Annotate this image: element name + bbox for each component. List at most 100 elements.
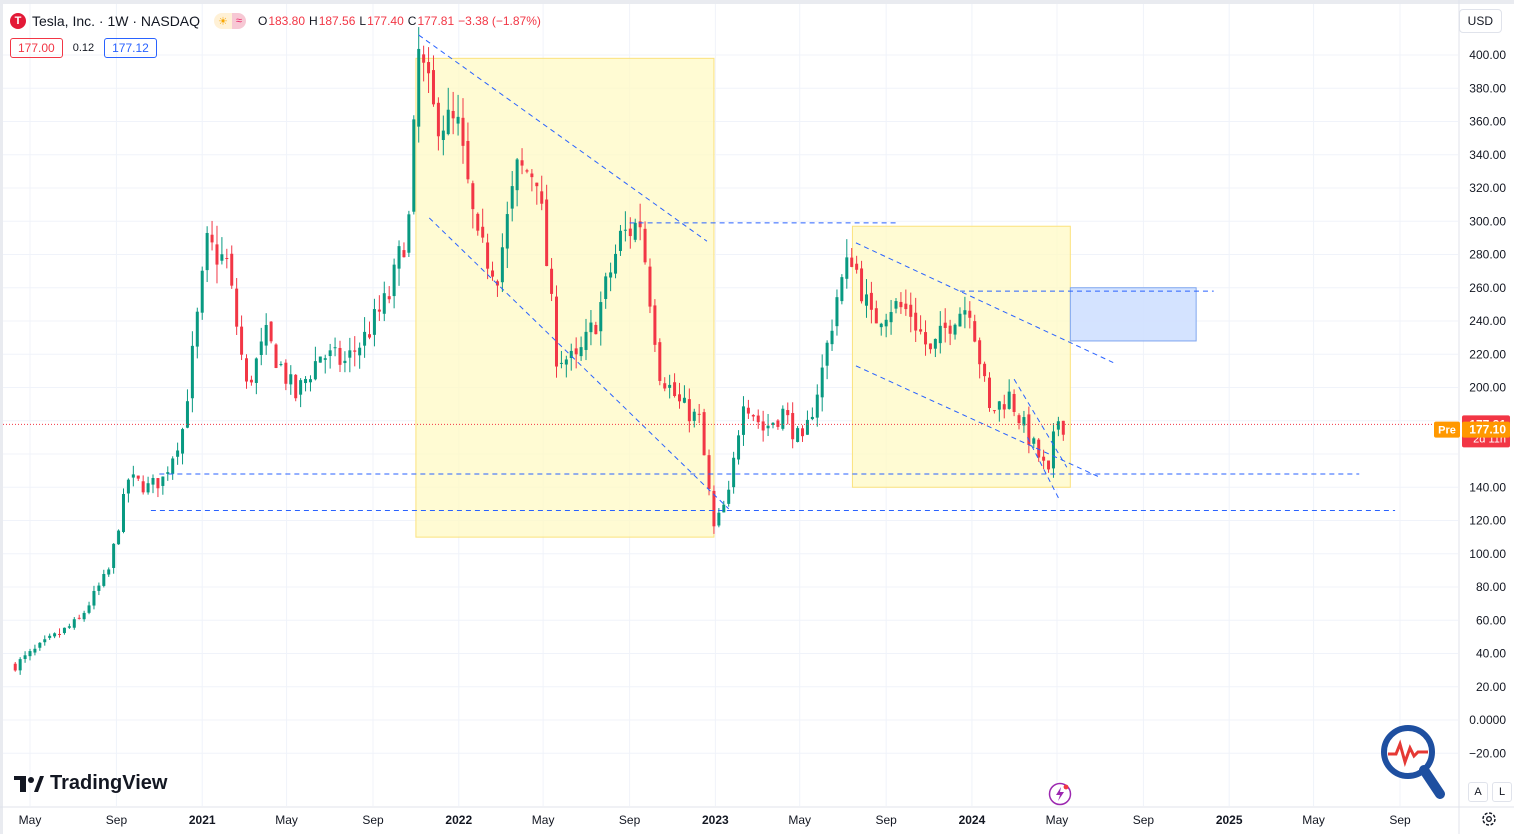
- candle-body: [707, 455, 711, 489]
- price-axis-tick: 320.00: [1469, 181, 1506, 195]
- candle-body: [407, 214, 411, 253]
- candle-body: [540, 191, 544, 204]
- wave-icon[interactable]: ≈: [231, 13, 246, 29]
- candle-body: [259, 341, 263, 355]
- candle-body: [176, 450, 180, 457]
- candle-body: [18, 659, 22, 671]
- candle-body: [869, 292, 873, 310]
- quote-row: 177.00 0.12 177.12: [10, 38, 157, 58]
- candle-body: [328, 350, 332, 357]
- settings-gear-icon[interactable]: [1480, 810, 1498, 828]
- candle-body: [230, 253, 234, 286]
- candle-body: [864, 294, 868, 306]
- buy-button[interactable]: 177.12: [104, 38, 157, 58]
- candle-body: [87, 605, 91, 613]
- candle-body: [294, 374, 298, 399]
- candle-body: [727, 489, 731, 504]
- price-axis-tick: 120.00: [1469, 514, 1506, 528]
- candle-body: [604, 276, 608, 300]
- candle-body: [933, 338, 937, 349]
- candle-body: [308, 379, 312, 383]
- sell-button[interactable]: 177.00: [10, 38, 63, 58]
- candle-body: [879, 323, 883, 328]
- candle-body: [72, 619, 76, 628]
- candle-body: [166, 472, 170, 474]
- candle-body: [436, 102, 440, 137]
- candle-body: [855, 263, 859, 270]
- candle-body: [82, 612, 86, 620]
- price-axis-tick: 220.00: [1469, 347, 1506, 361]
- lightning-icon[interactable]: [1048, 782, 1072, 806]
- trendline-dashed: [428, 217, 730, 510]
- candle-body: [569, 350, 573, 359]
- candle-body: [33, 648, 37, 653]
- candle-body: [559, 362, 563, 364]
- candle-body: [796, 428, 800, 442]
- tradingview-logo[interactable]: TradingView: [14, 772, 167, 795]
- log-scale-button[interactable]: L: [1492, 782, 1512, 802]
- candle-body: [973, 321, 977, 342]
- candle-body: [195, 311, 199, 347]
- candle-body: [117, 530, 121, 545]
- candle-body: [1017, 415, 1021, 424]
- spread-value: 0.12: [72, 42, 95, 54]
- tradingview-mark-icon: [14, 775, 44, 792]
- candle-body: [495, 281, 499, 286]
- candle-body: [377, 309, 381, 312]
- candle-body: [673, 382, 677, 396]
- candle-body: [121, 494, 125, 532]
- auto-scale-button[interactable]: A: [1468, 782, 1488, 802]
- candle-body: [13, 663, 17, 671]
- candle-body: [102, 574, 106, 586]
- candle-body: [928, 343, 932, 350]
- candle-body: [1007, 391, 1011, 409]
- candle-body: [299, 380, 303, 395]
- candle-body: [368, 334, 372, 338]
- currency-select[interactable]: USD: [1458, 9, 1502, 33]
- candle-body: [1047, 460, 1051, 470]
- candle-body: [845, 257, 849, 279]
- candle-body: [535, 182, 539, 187]
- candle-body: [1051, 431, 1055, 469]
- candle-body: [200, 270, 204, 313]
- candle-body: [131, 474, 135, 478]
- candle-body: [466, 140, 470, 180]
- ohlc-change: −3.38 (−1.87%): [458, 14, 541, 28]
- candle-body: [43, 639, 47, 643]
- candle-body: [338, 347, 342, 365]
- candle-body: [53, 633, 57, 637]
- candle-body: [476, 213, 480, 231]
- candle-body: [269, 321, 273, 342]
- candle-body: [510, 186, 514, 209]
- time-axis-tick: May: [788, 813, 811, 827]
- candle-body: [141, 481, 145, 493]
- candle-body: [363, 331, 367, 346]
- candle-body: [92, 590, 96, 606]
- candle-body: [441, 130, 445, 141]
- candle-body: [520, 160, 524, 166]
- candle-body: [987, 377, 991, 408]
- time-axis-tick: 2023: [702, 813, 729, 827]
- candle-body: [486, 242, 490, 269]
- price-axis-tick: 400.00: [1469, 48, 1506, 62]
- price-axis-tick: 280.00: [1469, 248, 1506, 262]
- candle-body: [545, 199, 549, 267]
- sun-icon[interactable]: ☀: [214, 13, 232, 29]
- candle-body: [894, 301, 898, 309]
- candle-body: [402, 250, 406, 258]
- candle-body: [333, 347, 337, 349]
- candle-body: [427, 62, 431, 74]
- candle-body: [633, 222, 637, 240]
- candle-body: [643, 228, 647, 263]
- time-axis-tick: 2025: [1216, 813, 1243, 827]
- time-axis-tick: May: [19, 813, 42, 827]
- candle-body: [107, 569, 111, 575]
- time-axis-tick: Sep: [362, 813, 384, 827]
- brand-name: TradingView: [50, 772, 168, 794]
- candle-body: [422, 54, 426, 63]
- candle-body: [304, 378, 308, 384]
- symbol-title[interactable]: Tesla, Inc. · 1W · NASDAQ: [32, 13, 201, 29]
- candle-body: [1042, 456, 1046, 461]
